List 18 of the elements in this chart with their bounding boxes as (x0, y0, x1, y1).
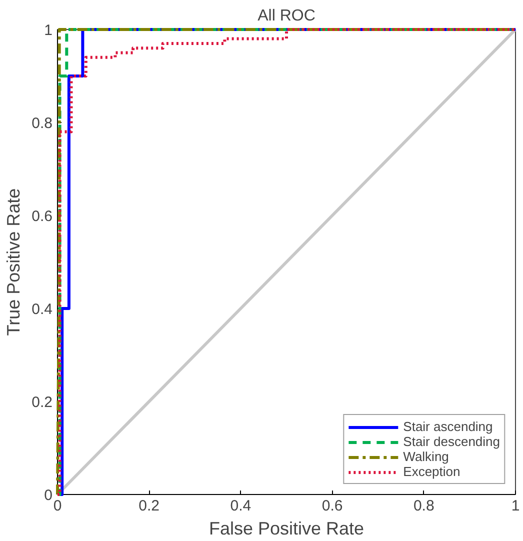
chart-title: All ROC (258, 8, 316, 24)
x-tick-label: 0.6 (322, 498, 343, 514)
y-tick-label: 0.8 (32, 115, 53, 132)
y-tick-label: 0.2 (32, 394, 53, 411)
y-tick-label: 0 (44, 487, 52, 504)
x-axis-title: False Positive Rate (208, 518, 364, 538)
legend-label: Stair descending (403, 434, 500, 449)
x-tick-label: 0.2 (138, 498, 160, 514)
legend-label: Exception (403, 464, 460, 479)
x-tick-label: 0.4 (230, 498, 252, 514)
legend-label: Walking (403, 449, 449, 464)
x-tick-label: 1 (511, 498, 520, 514)
x-tick-label: 0.8 (413, 498, 434, 514)
y-tick-label: 0.4 (32, 301, 53, 318)
y-tick-label: 0.6 (32, 208, 53, 225)
y-tick-label: 1 (44, 22, 52, 39)
legend-label: Stair ascending (403, 419, 493, 434)
y-axis-title: True Positive Rate (4, 188, 24, 336)
